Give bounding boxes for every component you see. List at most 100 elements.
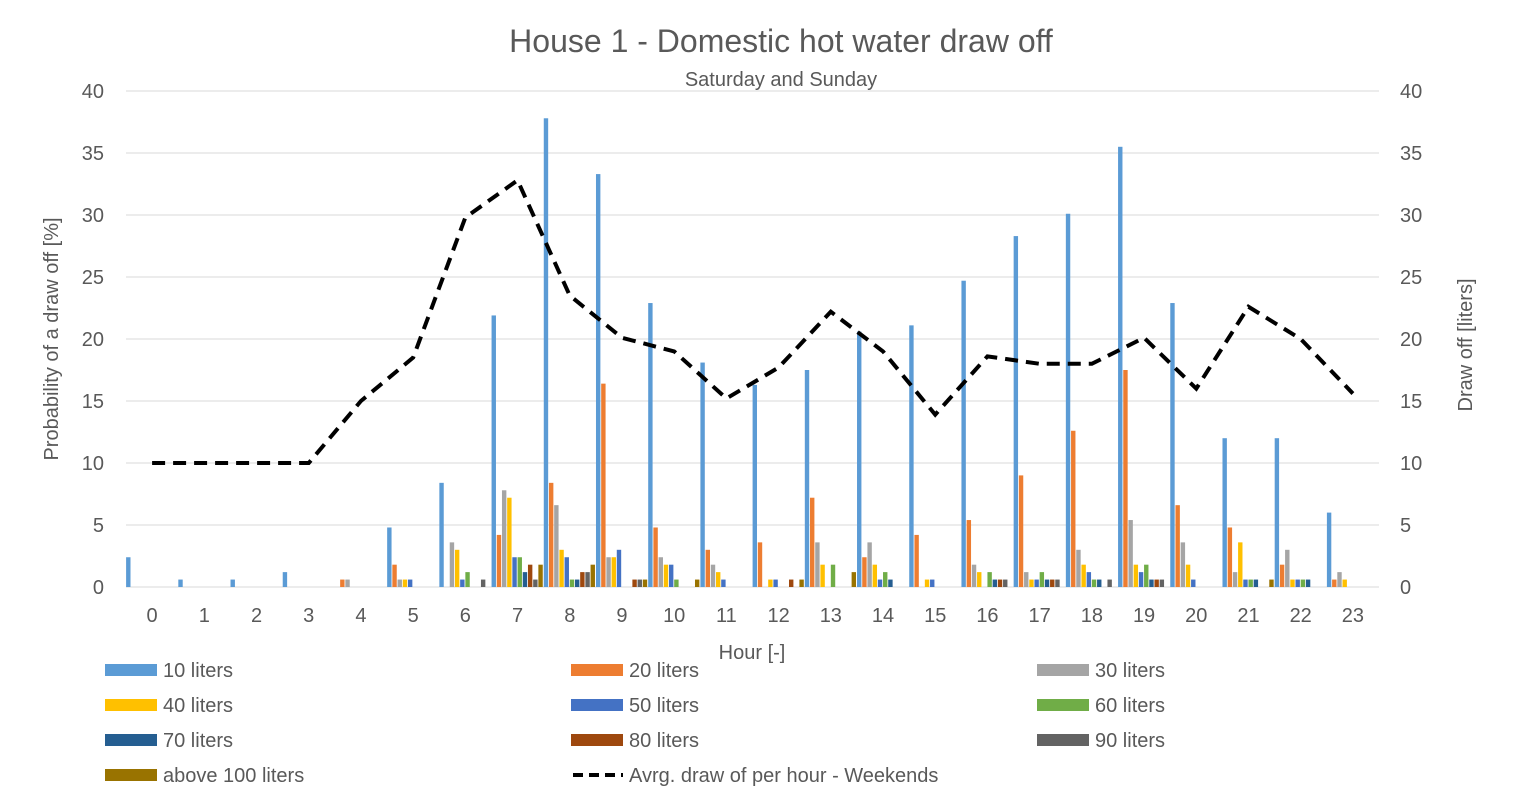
- x-tick-label-1: 1: [199, 605, 210, 627]
- y-tick-label-8: 40: [82, 81, 104, 103]
- bar-2-hour-4: [340, 579, 345, 587]
- bar-8-hour-17: [1050, 579, 1055, 587]
- x-tick-label-7: 7: [512, 605, 523, 627]
- bar-9-hour-17: [1055, 579, 1060, 587]
- bar-1-hour-7: [491, 315, 496, 587]
- bar-1-hour-5: [387, 527, 392, 587]
- bar-1-hour-13: [804, 370, 810, 587]
- y-axis-label: Probability of a draw off [%]: [41, 217, 63, 460]
- bar-6-hour-10: [674, 579, 679, 587]
- bar-1-hour-21: [1222, 438, 1227, 587]
- x-tick-label-8: 8: [564, 605, 575, 627]
- bar-10-hour-8: [590, 564, 595, 587]
- bar-1-hour-12: [752, 384, 757, 587]
- x-tick-label-14: 14: [872, 605, 894, 627]
- gridlines: [126, 90, 1379, 588]
- bar-2-hour-16: [966, 520, 972, 587]
- bar-4-hour-19: [1133, 564, 1139, 587]
- x-tick-label-6: 6: [460, 605, 471, 627]
- bar-4-hour-6: [454, 549, 460, 587]
- bar-10-hour-13: [851, 572, 857, 587]
- bar-5-hour-11: [721, 579, 726, 587]
- bar-4-hour-9: [611, 557, 616, 587]
- bar-3-hour-4: [345, 579, 350, 587]
- y-tick-label-2: 10: [82, 453, 104, 475]
- x-tick-label-13: 13: [820, 605, 842, 627]
- bar-4-hour-11: [716, 572, 721, 587]
- bar-9-hour-16: [1003, 579, 1008, 587]
- x-axis-ticks: 0 1 2 3 4 5 6 7 8 9 10 11 12 13 14 15 16 17 18 19 20 21 22 23: [147, 605, 1364, 627]
- x-tick-label-20: 20: [1185, 605, 1207, 627]
- x-axis-label: Hour [-]: [719, 642, 786, 664]
- x-tick-label-3: 3: [303, 605, 314, 627]
- bar-9-hour-6: [480, 579, 486, 587]
- bar-2-hour-23: [1332, 579, 1337, 587]
- legend-label-4: 40 liters: [163, 695, 233, 717]
- bar-3-hour-23: [1337, 572, 1342, 587]
- bar-1-hour-10: [648, 303, 653, 587]
- bar-9-hour-8: [585, 572, 590, 587]
- bar-9-hour-18: [1107, 579, 1112, 587]
- bar-2-hour-14: [862, 557, 867, 587]
- bar-1-hour-14: [857, 331, 862, 587]
- bar-5-hour-10: [668, 564, 674, 587]
- bar-3-hour-6: [449, 542, 455, 587]
- bar-1-hour-17: [1013, 236, 1019, 587]
- y2-tick-label-6: 30: [1400, 205, 1422, 227]
- bar-2-hour-21: [1227, 527, 1233, 587]
- legend-label-2: 20 liters: [629, 660, 699, 682]
- bar-4-hour-21: [1238, 542, 1243, 587]
- legend-label-3: 30 liters: [1095, 660, 1165, 682]
- x-tick-label-22: 22: [1290, 605, 1312, 627]
- bar-5-hour-19: [1138, 572, 1144, 587]
- legend-label-10: above 100 liters: [163, 765, 304, 787]
- bar-1-hour-1: [178, 579, 183, 587]
- y-tick-label-0: 0: [93, 577, 104, 599]
- bar-6-hour-8: [569, 579, 575, 587]
- y-tick-label-4: 20: [82, 329, 104, 351]
- y2-tick-label-1: 5: [1400, 515, 1411, 537]
- bar-4-hour-15: [924, 579, 930, 587]
- bar-1-hour-23: [1326, 512, 1332, 587]
- legend-swatch-1: [105, 664, 157, 676]
- x-tick-label-12: 12: [767, 605, 789, 627]
- bar-5-hour-21: [1243, 579, 1248, 587]
- bar-10-hour-7: [538, 564, 543, 587]
- bar-2-hour-10: [653, 527, 658, 587]
- y2-tick-label-3: 15: [1400, 391, 1422, 413]
- legend-label-7: 70 liters: [163, 730, 233, 752]
- legend-swatch-10: [105, 769, 157, 781]
- y-tick-label-3: 15: [82, 391, 104, 413]
- bar-4-hour-13: [820, 564, 825, 587]
- bar-3-hour-10: [658, 557, 663, 587]
- bar-6-hour-6: [465, 572, 470, 587]
- y2-tick-label-2: 10: [1400, 453, 1422, 475]
- x-tick-label-2: 2: [251, 605, 262, 627]
- bar-5-hour-18: [1086, 572, 1092, 587]
- legend-swatch-7: [105, 734, 157, 746]
- bars: [126, 118, 1347, 588]
- bar-8-hour-19: [1154, 579, 1159, 587]
- bar-3-hour-19: [1128, 520, 1133, 587]
- bar-1-hour-20: [1170, 303, 1175, 587]
- bar-5-hour-15: [930, 579, 935, 587]
- bar-6-hour-17: [1039, 572, 1045, 587]
- bar-4-hour-20: [1185, 564, 1191, 587]
- bar-4-hour-18: [1081, 564, 1086, 587]
- bar-1-hour-8: [543, 118, 549, 587]
- bar-8-hour-9: [632, 579, 637, 587]
- bar-7-hour-7: [522, 572, 528, 587]
- bar-6-hour-14: [883, 572, 888, 587]
- y-tick-label-6: 30: [82, 205, 104, 227]
- bar-1-hour-0: [126, 557, 131, 587]
- bar-5-hour-14: [877, 579, 883, 587]
- bar-7-hour-21: [1253, 579, 1259, 587]
- legend-swatch-5: [571, 699, 623, 711]
- bar-2-hour-19: [1123, 370, 1128, 587]
- bar-3-hour-16: [971, 564, 977, 587]
- bar-3-hour-11: [710, 564, 716, 587]
- legend-label-6: 60 liters: [1095, 695, 1165, 717]
- bar-4-hour-14: [872, 564, 878, 587]
- bar-7-hour-8: [574, 579, 580, 587]
